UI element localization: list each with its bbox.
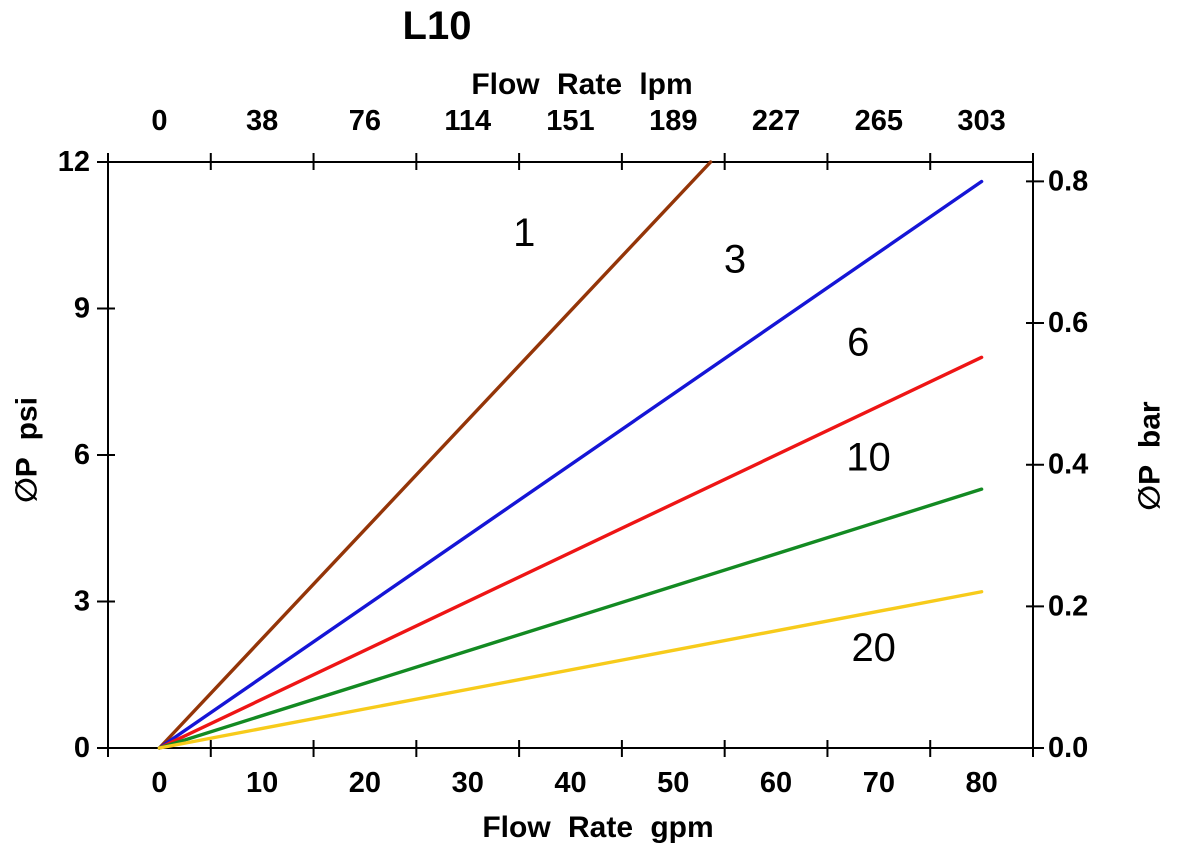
left-axis-tick-label: 12 [58, 146, 90, 178]
series-line-20 [157, 590, 984, 750]
bottom-axis-tick-label: 80 [965, 767, 997, 799]
bottom-axis-tick-label: 40 [554, 767, 586, 799]
top-axis-tick-label: 303 [957, 105, 1005, 137]
top-axis-title: Flow Rate lpm [471, 68, 693, 101]
left-axis-tick-label: 9 [74, 293, 90, 325]
bottom-axis-tick-label: 0 [151, 767, 167, 799]
top-axis-tick-label: 114 [444, 105, 491, 137]
series-line-10 [157, 487, 984, 750]
top-axis-tick-label: 0 [151, 105, 167, 137]
bottom-axis-tick-label: 50 [657, 767, 689, 799]
bottom-axis-tick-label: 60 [760, 767, 792, 799]
left-axis-tick-label: 3 [74, 586, 90, 618]
left-axis-tick-label: 6 [74, 439, 90, 471]
right-axis-tick-label: 0.4 [1048, 449, 1088, 481]
right-axis-tick-label: 0.8 [1048, 165, 1088, 197]
bottom-axis-tick-label: 10 [246, 767, 278, 799]
series-label-20: 20 [851, 626, 896, 670]
top-axis-tick-label: 76 [349, 105, 381, 137]
bottom-axis-title: Flow Rate gpm [482, 811, 714, 844]
right-axis-tick-label: 0.0 [1048, 732, 1088, 764]
series-label-3: 3 [724, 238, 746, 282]
series-label-10: 10 [846, 435, 891, 479]
top-axis-tick-label: 227 [752, 105, 800, 137]
right-axis-tick-label: 0.6 [1048, 307, 1088, 339]
top-axis-tick-label: 265 [855, 105, 903, 137]
top-axis-tick-label: 189 [649, 105, 697, 137]
series-line-3 [157, 179, 984, 750]
left-axis-tick-label: 0 [74, 732, 90, 764]
bottom-axis-tick-label: 20 [349, 767, 381, 799]
series-line-6 [157, 355, 984, 750]
bottom-axis-tick-label: 30 [452, 767, 484, 799]
bottom-axis-tick-label: 70 [863, 767, 895, 799]
top-axis-tick-label: 38 [246, 105, 278, 137]
top-axis-tick-label: 151 [546, 105, 594, 137]
series-label-6: 6 [847, 321, 869, 365]
series-line-1 [157, 160, 713, 750]
chart-title: L10 [402, 4, 472, 48]
right-axis-tick-label: 0.2 [1048, 590, 1088, 622]
series-label-1: 1 [513, 211, 535, 255]
